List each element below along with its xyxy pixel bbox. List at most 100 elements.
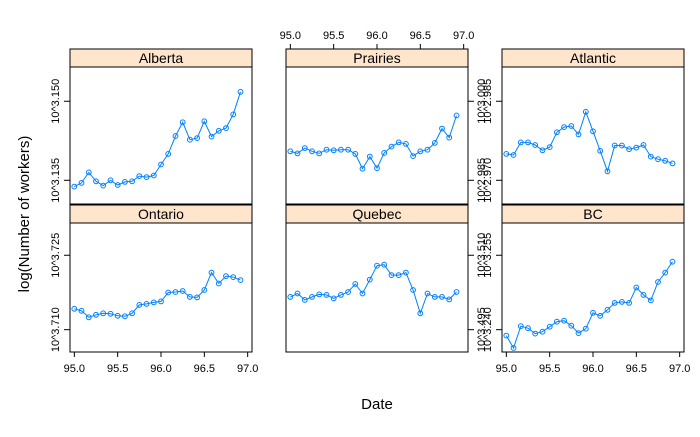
strip-alberta (69, 48, 253, 68)
y-tick-label-ontario: 10^3.710 (50, 307, 62, 352)
y-tick-label-prairies: 10^2.985 (476, 158, 488, 203)
data-point-bc (626, 300, 632, 306)
data-point-ontario (136, 302, 143, 308)
data-point-prairies (431, 140, 438, 146)
data-point-bc (561, 317, 567, 324)
panel-alberta: Alberta 10^3.135 10^3.150 (50, 48, 253, 205)
data-point-bc (517, 323, 524, 330)
data-point-ontario (78, 307, 85, 314)
panel-quebec: Quebec 10^3.495 10^3.510 (285, 204, 488, 353)
data-point-alberta (150, 172, 157, 179)
data-point-alberta (237, 88, 244, 95)
data-point-bc (604, 306, 611, 313)
data-point-quebec (330, 295, 337, 302)
strip-label-atlantic: Atlantic (570, 50, 616, 66)
data-point-quebec (403, 269, 409, 276)
data-point-atlantic (604, 168, 611, 175)
data-point-quebec (323, 292, 330, 298)
data-point-ontario (208, 269, 215, 276)
data-point-quebec (431, 294, 438, 300)
data-point-ontario (230, 274, 237, 281)
y-tick-label-atlantic: 10^2.970 (482, 158, 494, 203)
x-tick-label-ontario: 96.0 (150, 363, 171, 375)
series-line-prairies (290, 115, 457, 170)
data-point-atlantic (546, 144, 553, 151)
data-point-alberta (179, 119, 186, 126)
data-point-bc (611, 300, 618, 306)
x-tick-label-prairies: 96.0 (366, 30, 387, 42)
data-point-quebec (381, 261, 388, 268)
data-point-ontario (107, 310, 114, 317)
data-point-atlantic (655, 156, 661, 163)
data-point-prairies (403, 141, 409, 147)
x-tick-label-bc: 95.0 (496, 363, 517, 375)
panel-ontario: Ontario 10^3.710 10^3.725 95.0 95.5 96.0 96.5 9… (50, 204, 258, 375)
data-point-ontario (194, 294, 201, 301)
data-point-alberta (172, 133, 179, 139)
data-point-alberta (129, 178, 136, 185)
data-point-alberta (201, 118, 208, 125)
series-line-bc (505, 261, 673, 350)
data-point-atlantic (619, 142, 625, 149)
data-point-atlantic (525, 139, 531, 146)
x-axis-title: Date (361, 396, 393, 413)
x-tick-label-bc: 96.5 (626, 363, 647, 375)
data-point-prairies (424, 146, 431, 153)
series-line-alberta (74, 91, 241, 188)
y-tick-label-ontario: 10^3.725 (50, 233, 62, 278)
data-point-quebec (410, 287, 417, 293)
data-point-quebec (359, 290, 366, 297)
data-point-alberta (223, 125, 229, 132)
data-point-atlantic (669, 160, 676, 167)
y-tick-label-alberta: 10^3.150 (50, 79, 62, 124)
data-point-bc (525, 325, 531, 332)
data-point-alberta (78, 180, 85, 186)
data-point-atlantic (539, 147, 546, 154)
x-tick-label-prairies: 95.5 (323, 30, 344, 42)
strip-bc (501, 204, 685, 224)
data-point-prairies (395, 139, 402, 146)
data-point-atlantic (626, 146, 632, 153)
strip-ontario (69, 204, 253, 224)
data-point-prairies (388, 143, 395, 150)
panel-prairies: Prairies 10^2.985 10^3.000 95.0 95.5 96.0 96.5… (280, 30, 488, 205)
data-point-ontario (71, 305, 78, 312)
data-point-ontario (85, 314, 92, 321)
x-tick-label-bc: 97.0 (669, 363, 690, 375)
data-point-quebec (352, 281, 359, 287)
data-point-bc (669, 258, 676, 265)
data-point-bc (582, 325, 589, 332)
data-point-ontario (165, 289, 172, 296)
data-point-atlantic (517, 139, 524, 146)
data-point-quebec (316, 291, 323, 298)
data-point-bc (619, 299, 625, 305)
data-point-prairies (410, 153, 417, 160)
data-point-bc (554, 318, 560, 325)
y-tick-label-alberta: 10^3.135 (50, 158, 62, 203)
data-point-ontario (179, 288, 186, 294)
data-point-atlantic (503, 151, 510, 157)
data-point-prairies (345, 146, 352, 153)
data-point-alberta (230, 111, 237, 118)
data-point-atlantic (532, 142, 539, 148)
data-point-bc (655, 279, 661, 285)
data-point-ontario (237, 277, 244, 284)
data-point-quebec (453, 289, 460, 295)
data-point-atlantic (662, 157, 669, 164)
data-point-prairies (338, 146, 344, 153)
data-point-alberta (143, 174, 150, 181)
y-tick-label-prairies: 10^3.000 (476, 79, 488, 124)
data-point-prairies (294, 150, 301, 157)
data-point-quebec (345, 289, 352, 295)
data-point-prairies (287, 148, 294, 155)
data-point-alberta (100, 182, 107, 189)
series-line-quebec (290, 264, 457, 315)
panel-bc: BC 10^3.240 10^3.255 95.0 95.5 96.0 96.5 97.0 (482, 204, 690, 375)
panel-frame-quebec (285, 204, 469, 353)
y-tick-label-quebec: 10^3.495 (476, 307, 488, 352)
series-line-ontario (74, 271, 241, 318)
data-point-quebec (287, 294, 294, 300)
data-point-ontario (201, 287, 208, 293)
data-point-bc (532, 330, 539, 337)
